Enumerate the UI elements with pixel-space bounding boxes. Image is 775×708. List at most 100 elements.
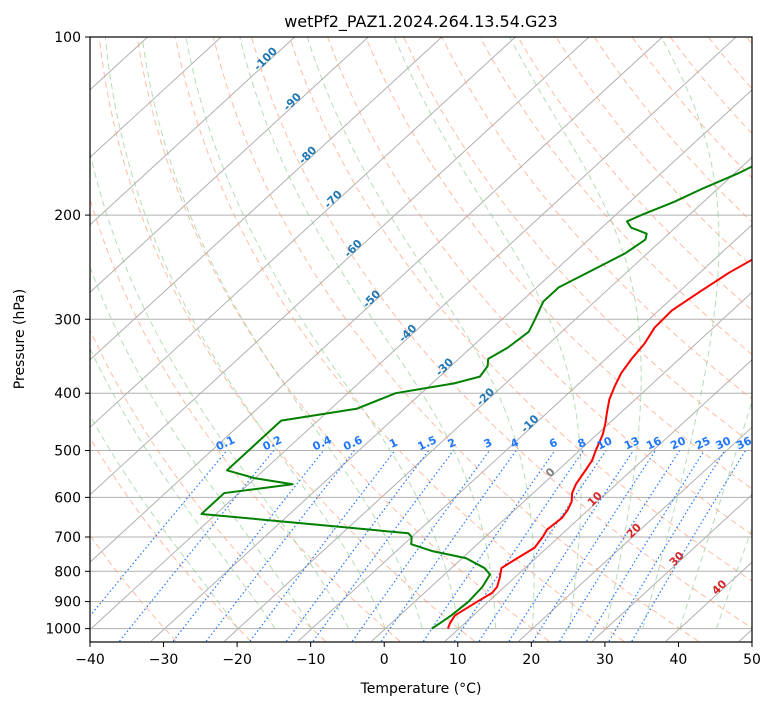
isotherm-line: [90, 37, 516, 428]
isotherm-line: [90, 37, 222, 159]
moist-adiabat-line: [90, 414, 239, 629]
isotherm-line: [371, 291, 752, 642]
plot-frame: [89, 36, 753, 643]
x-axis-label: Temperature (°C): [360, 681, 482, 697]
dry-adiabat-line: [212, 37, 699, 642]
mixing-ratio-line: [380, 450, 517, 642]
mixing-ratio-line: [119, 450, 275, 642]
x-tick-label: 20: [522, 652, 540, 668]
y-tick-label: 100: [54, 30, 81, 46]
dry-adiabat-line: [250, 37, 752, 629]
dry-adiabat-line: [441, 37, 752, 400]
mixing-ratio-label: 20: [668, 434, 688, 452]
isotherm-line: [224, 156, 752, 642]
y-tick-label: 600: [54, 490, 81, 506]
moist-adiabat-line: [306, 37, 535, 629]
y-tick-label: 1000: [45, 622, 81, 638]
dry-adiabat-line: [517, 37, 752, 311]
adiabat-label: -20: [474, 385, 497, 408]
profile-lines: [200, 165, 752, 630]
isotherm-line: [90, 37, 369, 293]
adiabat-label: 30: [667, 549, 687, 569]
isotherm-line: [90, 37, 296, 226]
dry-adiabat-line: [90, 436, 252, 642]
dry-adiabat-line: [479, 37, 752, 356]
y-tick-label: 700: [54, 530, 81, 546]
x-tick-label: −30: [149, 652, 179, 668]
mixing-ratio-line: [249, 450, 396, 642]
dry-adiabat-line: [90, 328, 326, 642]
dry-adiabat-line: [555, 37, 752, 267]
mixing-ratio-label: 2: [446, 436, 458, 451]
isotherm-line: [297, 224, 752, 642]
moist-adiabat-line: [393, 37, 582, 629]
isotherm-line: [150, 89, 752, 642]
isotherm-line: [665, 561, 752, 642]
mixing-ratio-label: 10: [595, 434, 615, 452]
dry-adiabat-line: [174, 37, 625, 642]
y-axis-label: Pressure (hPa): [12, 289, 28, 389]
dry-adiabat-line: [669, 37, 752, 135]
moist-adiabat-line: [185, 37, 460, 629]
adiabat-label: -30: [433, 355, 456, 378]
dry-adiabat-line: [365, 37, 752, 490]
dry-adiabat-line: [745, 37, 752, 45]
dry-adiabat-line: [631, 37, 752, 179]
adiabat-label: -90: [281, 90, 304, 113]
mixing-ratio-line: [586, 450, 705, 642]
moist-adiabat-line: [509, 37, 642, 629]
isotherm-line: [444, 359, 752, 642]
moist-adiabat-line: [679, 400, 752, 629]
y-tick-label: 800: [54, 564, 81, 580]
mixing-ratio-line: [312, 450, 454, 642]
mixing-ratio-label: 30: [714, 434, 734, 452]
mixing-ratio-line: [608, 450, 726, 642]
y-tick-label: 200: [54, 208, 81, 224]
isotherm-line: [90, 37, 590, 496]
adiabat-label: -70: [322, 188, 345, 211]
dry-adiabat-line: [136, 37, 550, 642]
x-axis: −40 −30 −20 −10 0 10 20 30 40 50: [75, 642, 761, 668]
mixing-ratio-line: [90, 450, 228, 617]
mixing-ratio-label: 36: [734, 434, 754, 452]
mixing-ratio-line: [453, 450, 584, 642]
isotherm-line: [90, 37, 443, 361]
x-tick-label: −20: [222, 652, 252, 668]
x-tick-label: −40: [75, 652, 105, 668]
mixing-ratio-line: [559, 450, 681, 642]
adiabat-label: -60: [342, 237, 365, 260]
adiabat-label: 20: [624, 521, 644, 541]
y-tick-label: 400: [54, 386, 81, 402]
adiabat-label: 10: [585, 489, 605, 509]
x-tick-label: 10: [449, 652, 467, 668]
moist-adiabat-line: [715, 527, 752, 629]
y-tick-label: 500: [54, 444, 81, 460]
isotherm-line: [518, 426, 752, 642]
isotherm-line: [739, 629, 752, 642]
mixing-ratio-line: [172, 450, 325, 642]
y-axis: 100 200 300 400 500 600 700 800 900 1000: [45, 30, 90, 638]
isotherm-line: [90, 37, 663, 563]
mixing-ratio-label: 25: [693, 434, 712, 452]
y-tick-label: 900: [54, 595, 81, 611]
mixing-ratio-label: 13: [622, 434, 641, 452]
dewpoint-line: [200, 165, 752, 630]
mixing-ratio-lines: [90, 450, 747, 642]
adiabat-label: -40: [396, 322, 419, 345]
adiabat-label: 40: [709, 577, 729, 597]
mixing-ratio-label: 6: [547, 436, 560, 451]
dry-adiabat-line: [90, 197, 401, 642]
isotherm-line: [90, 37, 737, 631]
dry-adiabat-line: [327, 37, 752, 536]
x-tick-label: 40: [670, 652, 688, 668]
adiabat-label: -100: [251, 44, 280, 73]
isotherm-line: [592, 494, 752, 642]
mixing-ratio-line: [532, 450, 656, 642]
mixing-ratio-line: [422, 450, 556, 642]
mixing-ratio-line: [351, 450, 491, 642]
x-tick-label: 30: [596, 652, 614, 668]
temperature-line: [446, 258, 752, 629]
mixing-ratio-line: [508, 450, 634, 642]
moist-adiabat-line: [104, 37, 386, 629]
